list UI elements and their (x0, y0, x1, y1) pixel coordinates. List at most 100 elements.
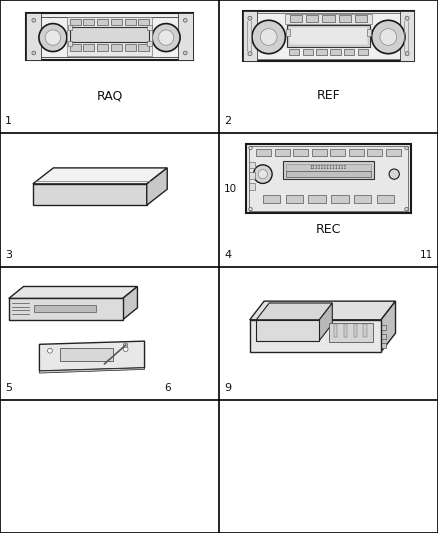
Polygon shape (33, 168, 167, 184)
Circle shape (32, 19, 35, 22)
Bar (256, 149, 271, 156)
Bar (249, 162, 255, 168)
Circle shape (405, 207, 408, 211)
Bar (147, 42, 152, 46)
Bar (83, 44, 95, 51)
Circle shape (159, 30, 174, 45)
Circle shape (32, 51, 35, 55)
Bar (243, 11, 414, 61)
Bar (138, 19, 149, 26)
Bar (367, 149, 382, 156)
Circle shape (371, 20, 405, 54)
Polygon shape (39, 341, 145, 371)
Circle shape (152, 23, 180, 52)
Circle shape (248, 52, 252, 56)
Bar (330, 149, 345, 156)
Bar (249, 173, 255, 179)
Bar (111, 19, 122, 26)
Polygon shape (319, 303, 332, 341)
Polygon shape (123, 287, 138, 320)
Bar (97, 44, 108, 51)
Bar (339, 15, 351, 22)
Bar (290, 15, 302, 22)
Bar (286, 14, 371, 24)
Circle shape (39, 23, 67, 52)
Bar (354, 195, 371, 204)
Bar (30, 17, 189, 56)
Circle shape (249, 207, 252, 211)
Bar (386, 149, 401, 156)
Bar (293, 149, 308, 156)
Circle shape (405, 146, 408, 150)
Text: 10: 10 (224, 184, 237, 194)
Circle shape (405, 52, 409, 56)
Polygon shape (256, 303, 332, 320)
Bar (147, 25, 152, 30)
Bar (331, 195, 349, 204)
Circle shape (123, 346, 128, 352)
Bar (400, 11, 414, 61)
Bar (34, 305, 96, 312)
Text: 5: 5 (5, 383, 12, 393)
Bar (111, 44, 122, 51)
Bar (306, 15, 318, 22)
Circle shape (380, 29, 397, 45)
Bar (377, 195, 394, 204)
Circle shape (184, 19, 187, 22)
Text: 1: 1 (5, 116, 12, 126)
Bar (316, 49, 327, 55)
Bar (289, 27, 368, 45)
Bar (71, 27, 148, 42)
Bar (249, 147, 408, 211)
Bar (286, 164, 371, 171)
Bar (263, 195, 280, 204)
Bar (328, 323, 373, 342)
Circle shape (389, 169, 399, 179)
Circle shape (258, 169, 268, 179)
Circle shape (254, 165, 272, 183)
Text: RAQ: RAQ (96, 90, 123, 102)
Circle shape (45, 30, 60, 45)
Bar (70, 44, 81, 51)
Bar (367, 29, 371, 36)
Circle shape (184, 51, 187, 55)
Bar (256, 320, 319, 341)
Circle shape (405, 16, 409, 20)
Bar (138, 44, 149, 51)
Bar (246, 13, 411, 59)
Bar (364, 324, 367, 337)
Bar (178, 13, 193, 60)
Polygon shape (147, 168, 167, 205)
Bar (83, 19, 95, 26)
Bar (124, 19, 136, 26)
Bar (68, 25, 72, 30)
Circle shape (48, 349, 52, 353)
Text: REC: REC (316, 223, 341, 236)
Bar (26, 13, 193, 60)
Bar (355, 15, 367, 22)
Circle shape (249, 146, 252, 150)
Bar (334, 324, 337, 337)
Bar (303, 49, 313, 55)
Bar (243, 11, 257, 61)
Text: 9: 9 (224, 383, 231, 393)
Bar (9, 298, 123, 320)
Bar (358, 49, 368, 55)
Text: 3: 3 (5, 249, 12, 260)
Text: IIIIIIIIIIIII: IIIIIIIIIIIII (310, 165, 347, 169)
Polygon shape (9, 287, 138, 298)
Polygon shape (33, 184, 147, 205)
Bar (286, 172, 371, 176)
Bar (283, 161, 374, 179)
Bar (353, 324, 357, 337)
Circle shape (124, 343, 128, 348)
Text: 6: 6 (164, 383, 171, 393)
Bar (349, 149, 364, 156)
Bar (70, 19, 81, 26)
Bar (344, 324, 347, 337)
Bar (308, 195, 326, 204)
Bar (381, 334, 386, 338)
Text: 11: 11 (420, 249, 433, 260)
Bar (275, 149, 290, 156)
Text: 2: 2 (224, 116, 231, 126)
